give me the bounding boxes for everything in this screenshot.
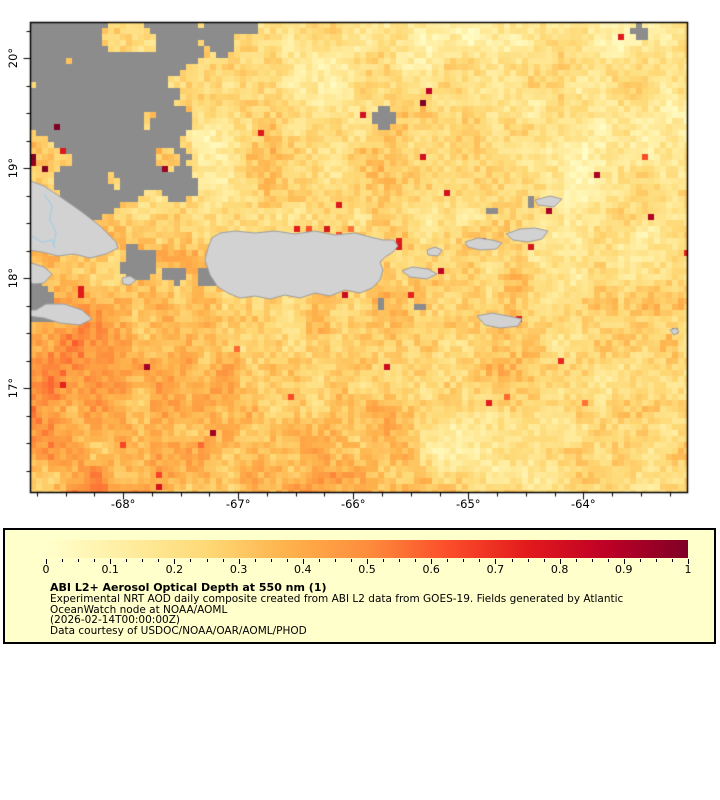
colorbar-tick-label: 0.8 [550,563,569,576]
colorbar-minor-tick [607,559,609,562]
colorbar-major-tick [688,559,689,564]
colorbar-major-tick [431,559,433,564]
colorbar-major-tick [367,559,368,564]
colorbar-tick-label: 0.5 [358,563,376,576]
colorbar-minor-tick [639,559,641,562]
legend-courtesy-line: Data courtesy of USDOC/NOAA/OAR/AOML/PHO… [50,624,307,637]
colorbar-minor-tick [94,559,96,562]
lon-tick-label: -68° [110,497,136,511]
legend-description-line: Experimental NRT AOD daily composite cre… [50,593,624,605]
colorbar-minor-tick [286,559,288,562]
colorbar-major-tick [302,559,304,564]
colorbar-minor-tick [190,559,192,562]
colorbar-minor-tick [206,559,208,562]
colorbar-major-tick [174,559,176,564]
colorbar-minor-tick [62,559,63,562]
colorbar-tick-label: 0.9 [615,563,633,576]
legend-panel: 0 0.1 0.2 0.3 0.4 0.5 0.6 0.7 0.8 0.9 1 ABI L2+ Ae… [3,528,716,644]
colorbar-minor-tick [655,559,657,562]
colorbar-minor-tick [527,559,529,562]
colorbar-tick-label: 0.7 [486,563,505,576]
colorbar-minor-tick [543,559,545,562]
lat-tick-label: 19° [6,158,20,179]
colorbar-minor-tick [399,559,401,562]
legend-description-line: OceanWatch node at NOAA/AOML [50,603,228,616]
colorbar-major-tick [46,559,47,564]
colorbar-minor-tick [415,559,417,562]
colorbar-tick-label: 0.1 [101,563,119,576]
colorbar-minor-tick [672,559,673,562]
legend-title: ABI L2+ Aerosol Optical Depth at 550 nm … [50,581,327,594]
colorbar-minor-tick [334,559,336,562]
lon-tick-label: -67° [225,497,251,511]
colorbar-tick-label: 1 [684,563,692,576]
lon-tick-label: -65° [456,497,481,511]
lon-tick-label: -66° [340,497,366,511]
lon-tick-label: -64° [571,497,596,511]
colorbar-minor-tick [126,559,128,562]
colorbar-minor-tick [142,559,144,562]
colorbar-minor-tick [447,559,449,562]
colorbar-minor-tick [158,559,160,562]
colorbar-major-tick [238,559,240,564]
colorbar-major-tick [623,559,625,564]
lat-tick-label: 20° [6,48,20,69]
colorbar-minor-tick [78,559,80,562]
colorbar-minor-tick [254,559,256,562]
colorbar-tick-label: 0.2 [165,563,184,576]
legend-text-block: ABI L2+ Aerosol Optical Depth at 550 nm … [50,582,623,636]
colorbar-major-tick [559,559,561,564]
colorbar-minor-tick [318,559,320,562]
colorbar-minor-tick [351,559,352,562]
colorbar-major-tick [110,559,112,564]
colorbar-minor-tick [222,559,224,562]
lat-tick-label: 17° [6,378,20,399]
colorbar-gradient [46,540,688,558]
colorbar-tick-label: 0.6 [422,563,440,576]
colorbar-tick-label: 0.4 [294,563,312,576]
colorbar-minor-tick [383,559,385,562]
colorbar-minor-tick [511,559,513,562]
colorbar-minor-tick [463,559,465,562]
lat-tick-label: 18° [6,268,20,289]
colorbar-minor-tick [575,559,577,562]
colorbar-minor-tick [270,559,272,562]
colorbar-tick-label: 0 [42,563,50,576]
colorbar-minor-tick [479,559,481,562]
colorbar-tick-label: 0.3 [229,563,248,576]
colorbar-major-tick [495,559,497,564]
colorbar-minor-tick [591,559,593,562]
aod-raster-map-canvas [0,0,720,520]
legend-timestamp: (2026-02-14T00:00:00Z) [50,614,180,627]
